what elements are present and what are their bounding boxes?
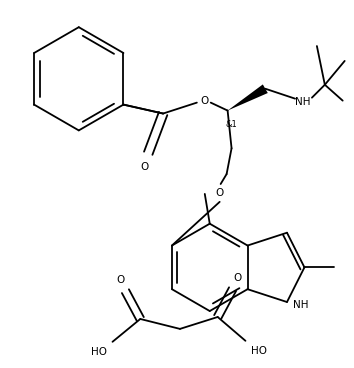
Text: O: O: [233, 273, 242, 283]
Text: O: O: [216, 188, 224, 198]
Text: HO: HO: [91, 347, 107, 357]
Text: HO: HO: [251, 346, 267, 356]
Polygon shape: [228, 84, 268, 110]
Text: NH: NH: [293, 300, 309, 310]
Text: O: O: [116, 275, 125, 285]
Text: O: O: [140, 162, 148, 172]
Text: NH: NH: [295, 97, 311, 107]
Text: &1: &1: [226, 120, 238, 129]
Text: O: O: [201, 96, 209, 106]
